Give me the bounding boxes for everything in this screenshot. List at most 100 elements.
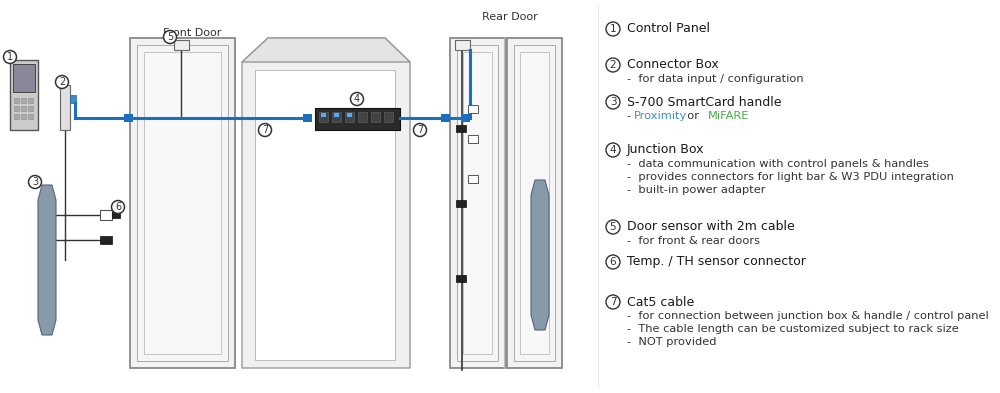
Bar bbox=[463, 52, 492, 354]
Bar bbox=[255, 70, 395, 360]
Text: Rear Door: Rear Door bbox=[482, 12, 538, 22]
Bar bbox=[112, 212, 120, 218]
Bar bbox=[321, 113, 326, 117]
Bar bbox=[456, 125, 466, 132]
Circle shape bbox=[606, 22, 620, 36]
Text: -  for front & rear doors: - for front & rear doors bbox=[627, 236, 760, 246]
Bar bbox=[10, 60, 38, 130]
Text: -  data communication with control panels & handles: - data communication with control panels… bbox=[627, 159, 929, 169]
Text: 1: 1 bbox=[7, 52, 13, 62]
Bar bbox=[137, 45, 228, 361]
Bar bbox=[100, 210, 112, 220]
Text: 7: 7 bbox=[262, 125, 268, 135]
Bar bbox=[21, 114, 26, 119]
Bar bbox=[13, 64, 35, 92]
Text: -  The cable length can be customized subject to rack size: - The cable length can be customized sub… bbox=[627, 324, 959, 334]
Text: Junction Box: Junction Box bbox=[627, 143, 704, 156]
Bar bbox=[14, 98, 19, 103]
Bar bbox=[455, 40, 470, 50]
Text: Connector Box: Connector Box bbox=[627, 59, 719, 72]
Bar bbox=[345, 112, 354, 122]
Circle shape bbox=[4, 50, 16, 64]
Bar bbox=[144, 52, 221, 354]
Polygon shape bbox=[242, 38, 410, 368]
Text: or: or bbox=[680, 111, 706, 121]
Text: 7: 7 bbox=[610, 297, 616, 307]
Circle shape bbox=[56, 75, 68, 88]
Bar bbox=[130, 38, 235, 368]
Bar bbox=[303, 114, 312, 122]
Text: 1: 1 bbox=[610, 24, 616, 34]
Circle shape bbox=[28, 176, 42, 189]
Circle shape bbox=[164, 31, 176, 44]
Text: 5: 5 bbox=[610, 222, 616, 232]
Text: Front Door: Front Door bbox=[163, 28, 221, 38]
Bar bbox=[14, 114, 19, 119]
Text: MiFARE: MiFARE bbox=[708, 111, 749, 121]
Text: Temp. / TH sensor connector: Temp. / TH sensor connector bbox=[627, 255, 806, 268]
Circle shape bbox=[351, 92, 364, 105]
Bar bbox=[332, 112, 341, 122]
Text: 4: 4 bbox=[354, 94, 360, 104]
Bar bbox=[21, 106, 26, 111]
Text: Cat5 cable: Cat5 cable bbox=[627, 296, 694, 309]
Bar bbox=[371, 112, 380, 122]
Bar bbox=[507, 38, 562, 368]
Bar bbox=[70, 95, 76, 103]
Circle shape bbox=[606, 143, 620, 157]
Text: S-700 SmartCard handle: S-700 SmartCard handle bbox=[627, 95, 782, 108]
Text: 2: 2 bbox=[59, 77, 65, 87]
Polygon shape bbox=[38, 185, 56, 335]
Bar bbox=[450, 38, 505, 368]
Bar bbox=[334, 113, 339, 117]
Text: -  NOT provided: - NOT provided bbox=[627, 337, 716, 347]
Text: 2: 2 bbox=[610, 60, 616, 70]
Bar bbox=[441, 114, 450, 122]
Text: 6: 6 bbox=[610, 257, 616, 267]
Circle shape bbox=[414, 123, 426, 136]
Bar bbox=[456, 200, 466, 207]
Bar bbox=[358, 112, 367, 122]
Text: -  provides connectors for light bar & W3 PDU integration: - provides connectors for light bar & W3… bbox=[627, 172, 954, 182]
Bar bbox=[28, 106, 33, 111]
Circle shape bbox=[606, 58, 620, 72]
Bar bbox=[21, 98, 26, 103]
Circle shape bbox=[258, 123, 272, 136]
Text: 3: 3 bbox=[610, 97, 616, 107]
Bar bbox=[14, 106, 19, 111]
Bar bbox=[124, 114, 133, 122]
Circle shape bbox=[606, 220, 620, 234]
Text: Door sensor with 2m cable: Door sensor with 2m cable bbox=[627, 220, 795, 233]
Polygon shape bbox=[531, 180, 549, 330]
Text: 4: 4 bbox=[610, 145, 616, 155]
Bar bbox=[514, 45, 555, 361]
Text: -: - bbox=[627, 111, 638, 121]
Text: 7: 7 bbox=[417, 125, 423, 135]
Polygon shape bbox=[242, 38, 410, 62]
Circle shape bbox=[606, 255, 620, 269]
Bar bbox=[384, 112, 393, 122]
Bar bbox=[468, 135, 478, 143]
Bar bbox=[457, 45, 498, 361]
Text: 6: 6 bbox=[115, 202, 121, 212]
Bar bbox=[347, 113, 352, 117]
Bar bbox=[461, 114, 470, 122]
Text: -  built-in power adapter: - built-in power adapter bbox=[627, 185, 766, 195]
Circle shape bbox=[112, 200, 124, 213]
Bar bbox=[456, 275, 466, 282]
Bar bbox=[319, 112, 328, 122]
Circle shape bbox=[606, 95, 620, 109]
Bar bbox=[315, 108, 400, 130]
Circle shape bbox=[606, 295, 620, 309]
Bar bbox=[468, 175, 478, 183]
Text: 3: 3 bbox=[32, 177, 38, 187]
Bar bbox=[28, 114, 33, 119]
Bar bbox=[60, 85, 70, 130]
Text: -  for data input / configuration: - for data input / configuration bbox=[627, 74, 804, 84]
Bar bbox=[468, 105, 478, 113]
Bar bbox=[520, 52, 549, 354]
Text: Control Panel: Control Panel bbox=[627, 22, 710, 35]
Bar bbox=[100, 236, 112, 244]
Text: -  for connection between junction box & handle / control panel: - for connection between junction box & … bbox=[627, 311, 989, 321]
Bar bbox=[28, 98, 33, 103]
